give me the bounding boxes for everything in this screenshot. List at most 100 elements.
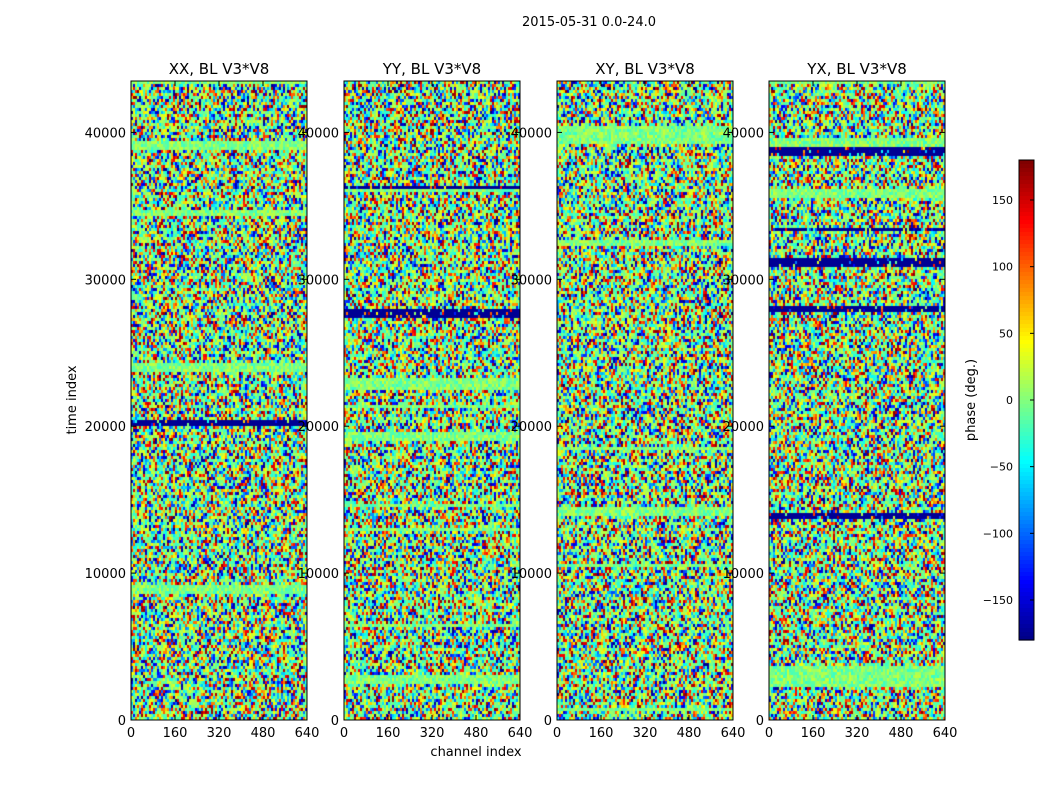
y-tick-label: 30000 [85, 273, 126, 288]
colorbar-segment [1019, 212, 1034, 217]
panel-3: XY, BL V3*V8 0 160 320 480 640 0 10000 20000 3000… [511, 60, 746, 741]
colorbar-segment [1019, 608, 1034, 613]
y-tick-label: 0 [118, 714, 126, 729]
colorbar-segment [1019, 516, 1034, 521]
colorbar-tick-label: 150 [992, 194, 1013, 207]
y-tick-label: 10000 [511, 567, 552, 582]
colorbar-segment [1019, 228, 1034, 233]
x-tick-label: 640 [295, 726, 320, 741]
x-tick-label: 160 [801, 726, 826, 741]
colorbar-segment [1019, 368, 1034, 373]
colorbar-segment [1019, 208, 1034, 213]
colorbar-segment [1019, 452, 1034, 457]
colorbar-segment [1019, 232, 1034, 237]
colorbar-segment [1019, 220, 1034, 225]
figure-title: 2015-05-31 0.0-24.0 [522, 15, 656, 30]
colorbar-segment [1019, 468, 1034, 473]
colorbar-segment [1019, 296, 1034, 301]
y-tick-label: 10000 [298, 567, 339, 582]
colorbar-segment [1019, 284, 1034, 289]
colorbar-tick-label: −150 [983, 594, 1013, 607]
colorbar-segment [1019, 576, 1034, 581]
colorbar-segment [1019, 276, 1034, 281]
colorbar-segment [1019, 344, 1034, 349]
colorbar-segment [1019, 624, 1034, 629]
x-tick-label: 160 [163, 726, 188, 741]
heatmap-image [557, 81, 733, 720]
x-tick-label: 640 [721, 726, 746, 741]
colorbar-segment [1019, 432, 1034, 437]
colorbar-segment [1019, 420, 1034, 425]
colorbar-segment [1019, 192, 1034, 197]
colorbar-segment [1019, 324, 1034, 329]
x-tick-label: 320 [420, 726, 445, 741]
x-tick-label: 0 [340, 726, 348, 741]
colorbar-segment [1019, 196, 1034, 201]
colorbar-label: phase (deg.) [964, 359, 979, 441]
colorbar-tick-label: 100 [992, 261, 1013, 274]
colorbar-segment [1019, 504, 1034, 509]
colorbar-segment [1019, 552, 1034, 557]
y-tick-label: 30000 [298, 273, 339, 288]
colorbar-segment [1019, 160, 1034, 165]
colorbar-segment [1019, 300, 1034, 305]
x-tick-label: 480 [251, 726, 276, 741]
colorbar-segment [1019, 524, 1034, 529]
y-tick-label: 40000 [298, 126, 339, 141]
colorbar-segment [1019, 616, 1034, 621]
colorbar-segment [1019, 216, 1034, 221]
colorbar-segment [1019, 636, 1034, 641]
colorbar-segment [1019, 404, 1034, 409]
colorbar-segment [1019, 460, 1034, 465]
colorbar-segment [1019, 540, 1034, 545]
colorbar-segment [1019, 260, 1034, 265]
colorbar: −150 −100 −50 0 50 100 150 phase (deg.) [964, 159, 1035, 641]
colorbar-segment [1019, 596, 1034, 601]
colorbar-tick-label: 50 [999, 327, 1013, 340]
x-tick-label: 0 [765, 726, 773, 741]
colorbar-segment [1019, 364, 1034, 369]
x-tick-label: 160 [376, 726, 401, 741]
y-tick-label: 40000 [511, 126, 552, 141]
y-tick-label: 0 [756, 714, 764, 729]
colorbar-segment [1019, 512, 1034, 517]
colorbar-segment [1019, 348, 1034, 353]
y-tick-label: 40000 [723, 126, 764, 141]
colorbar-segment [1019, 332, 1034, 337]
colorbar-segment [1019, 528, 1034, 533]
colorbar-segment [1019, 456, 1034, 461]
x-tick-label: 640 [508, 726, 533, 741]
colorbar-segment [1019, 252, 1034, 257]
colorbar-segment [1019, 584, 1034, 589]
colorbar-segment [1019, 316, 1034, 321]
colorbar-segment [1019, 488, 1034, 493]
colorbar-segment [1019, 356, 1034, 361]
colorbar-segment [1019, 168, 1034, 173]
colorbar-segment [1019, 320, 1034, 325]
colorbar-segment [1019, 328, 1034, 333]
panel-title: XX, BL V3*V8 [169, 60, 270, 78]
panel-title: XY, BL V3*V8 [595, 60, 695, 78]
colorbar-segment [1019, 200, 1034, 205]
panel-4: YX, BL V3*V8 0 160 320 480 640 0 10000 20000 3000… [723, 60, 958, 741]
colorbar-segment [1019, 484, 1034, 489]
colorbar-segment [1019, 408, 1034, 413]
colorbar-segment [1019, 312, 1034, 317]
x-tick-label: 320 [207, 726, 232, 741]
colorbar-segment [1019, 592, 1034, 597]
colorbar-segment [1019, 560, 1034, 565]
colorbar-tick-label: 0 [1006, 394, 1013, 407]
y-tick-label: 30000 [723, 273, 764, 288]
colorbar-segment [1019, 436, 1034, 441]
colorbar-segment [1019, 520, 1034, 525]
colorbar-segment [1019, 508, 1034, 513]
colorbar-segment [1019, 336, 1034, 341]
colorbar-segment [1019, 544, 1034, 549]
colorbar-segment [1019, 388, 1034, 393]
x-tick-label: 640 [933, 726, 958, 741]
colorbar-segment [1019, 632, 1034, 637]
colorbar-segment [1019, 224, 1034, 229]
y-tick-label: 0 [544, 714, 552, 729]
x-tick-label: 480 [677, 726, 702, 741]
colorbar-segment [1019, 176, 1034, 181]
